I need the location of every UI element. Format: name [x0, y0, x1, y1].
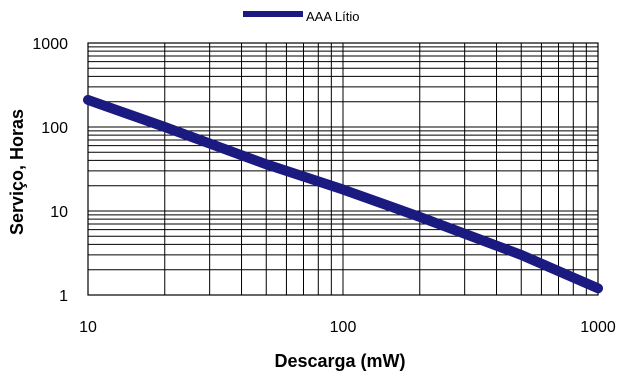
x-tick-label: 1000	[580, 319, 616, 336]
y-tick-label: 10	[50, 204, 68, 221]
y-tick-label: 100	[41, 120, 68, 137]
x-tick-label: 10	[79, 319, 97, 336]
axes	[87, 42, 599, 296]
y-tick-label: 1	[59, 288, 68, 305]
plot-frame	[87, 42, 599, 296]
x-tick-label: 100	[330, 319, 357, 336]
series-line-0	[83, 94, 603, 294]
tick-labels: 10 100 1000 1 10 100 1000	[32, 36, 615, 336]
legend-label-0: AAA Lítio	[306, 9, 359, 24]
y-tick-label: 1000	[32, 36, 68, 53]
x-axis-label: Descarga (mW)	[274, 351, 405, 371]
legend: AAA Lítio	[243, 9, 359, 24]
y-axis-label: Serviço, Horas	[7, 109, 27, 235]
series-layer	[83, 94, 603, 294]
